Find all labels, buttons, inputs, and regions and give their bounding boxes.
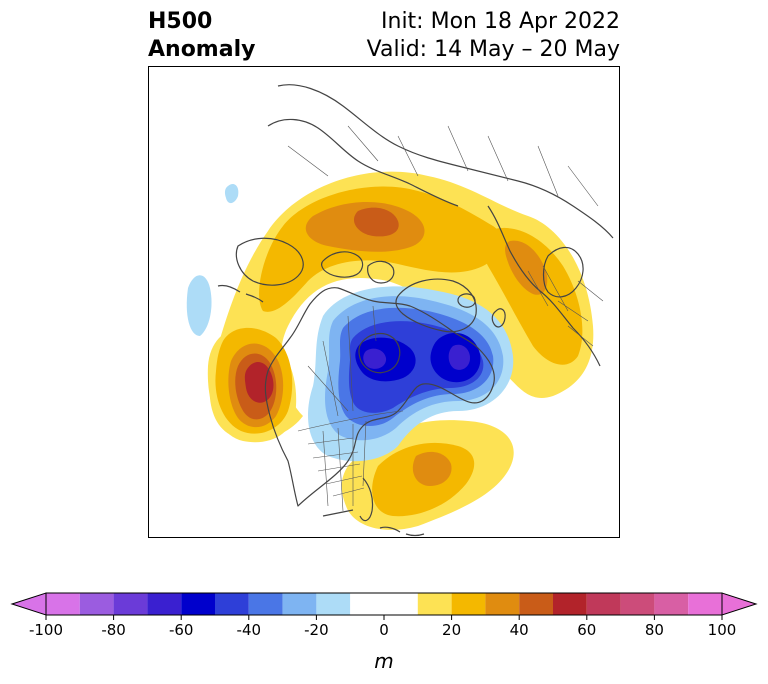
anomaly-fill (186, 171, 594, 530)
chart-title: H500 Anomaly (148, 8, 255, 64)
positive-anomaly-band (353, 207, 399, 237)
colorbar-unit-label: m (374, 649, 393, 673)
colorbar-tick-label: -80 (101, 621, 126, 639)
alaska-coastline (235, 237, 304, 286)
north-america-coastline (264, 287, 495, 507)
gulf-coastline (322, 509, 354, 517)
colorbar-swatch (519, 593, 553, 615)
colorbar-swatch (451, 593, 486, 615)
uk-coastline (491, 308, 506, 328)
negative-anomaly-band (186, 275, 212, 336)
colorbar-swatch (417, 593, 452, 615)
siberia-coastline (267, 118, 459, 207)
asia-borders (287, 125, 599, 207)
scandinavia-coastline (542, 246, 584, 298)
colorbar-tick-label: -20 (304, 621, 329, 639)
colorbar-tick-label: -40 (237, 621, 262, 639)
florida-coastline (359, 477, 374, 522)
valid-period: Valid: 14 May – 20 May (366, 37, 620, 62)
negative-anomaly-peak (448, 344, 470, 370)
colorbar-swatch (485, 593, 520, 615)
colorbar-tick-label: 60 (577, 621, 596, 639)
colorbar-tick-label: -60 (169, 621, 194, 639)
colorbar-ticks: -100 -80 -60 -40 -20 0 20 40 60 80 100 (29, 615, 736, 639)
colorbar-tick-label: 80 (645, 621, 664, 639)
aleutian-islands (217, 284, 264, 303)
europe-borders (527, 265, 604, 347)
colorbar-swatch (350, 593, 418, 615)
greenland-coastline (395, 278, 477, 333)
product-label: Anomaly (148, 37, 256, 62)
colorbar-over-arrow (721, 592, 758, 616)
colorbar-tick-label: 40 (510, 621, 529, 639)
colorbar-swatch (46, 593, 80, 615)
positive-anomaly-core (244, 362, 274, 403)
colorbar-tick-label: 20 (442, 621, 461, 639)
positive-anomaly-band (481, 227, 583, 365)
map-geography (217, 84, 614, 537)
hudson-bay-coastline (358, 332, 401, 374)
positive-anomaly-band (412, 451, 452, 486)
political-borders (287, 125, 604, 512)
anomaly-map (148, 66, 620, 538)
colorbar-tick-label: 0 (379, 621, 389, 639)
run-info: Init: Mon 18 Apr 2022 Valid: 14 May – 20… (367, 8, 620, 64)
colorbar-under-arrow (10, 592, 47, 616)
colorbar-swatch (215, 593, 249, 615)
variable-label: H500 (148, 9, 213, 34)
colorbar-swatch (147, 593, 182, 615)
negative-anomaly-band (224, 184, 239, 204)
colorbar-swatch (282, 593, 317, 615)
colorbar-tick-label: 100 (708, 621, 737, 639)
colorbar-swatch (553, 593, 587, 615)
iceland-coastline (457, 293, 476, 308)
colorbar: -100 -80 -60 -40 -20 0 20 40 60 80 100 m (0, 588, 768, 684)
eurasia-coastline (277, 84, 614, 239)
negative-anomaly-peak (363, 348, 387, 369)
caribbean-islands (379, 526, 425, 537)
init-time: Init: Mon 18 Apr 2022 (381, 9, 620, 34)
state-borders (307, 420, 367, 512)
colorbar-swatch (79, 593, 114, 615)
europe-coastline (487, 205, 601, 367)
arctic-islands-coastline (321, 251, 364, 278)
colorbar-swatches (46, 593, 722, 615)
colorbar-swatch (316, 593, 351, 615)
colorbar-swatch (113, 593, 148, 615)
colorbar-swatch (181, 593, 215, 615)
arctic-islands-coastline (367, 260, 395, 284)
colorbar-swatch (248, 593, 283, 615)
colorbar-swatch (586, 593, 621, 615)
positive-anomaly-band (505, 240, 548, 295)
colorbar-swatch (620, 593, 655, 615)
colorbar-tick-label: -100 (29, 621, 63, 639)
us-canada-border (297, 410, 404, 432)
colorbar-swatch (654, 593, 689, 615)
colorbar-swatch (688, 593, 722, 615)
province-borders (307, 305, 377, 417)
